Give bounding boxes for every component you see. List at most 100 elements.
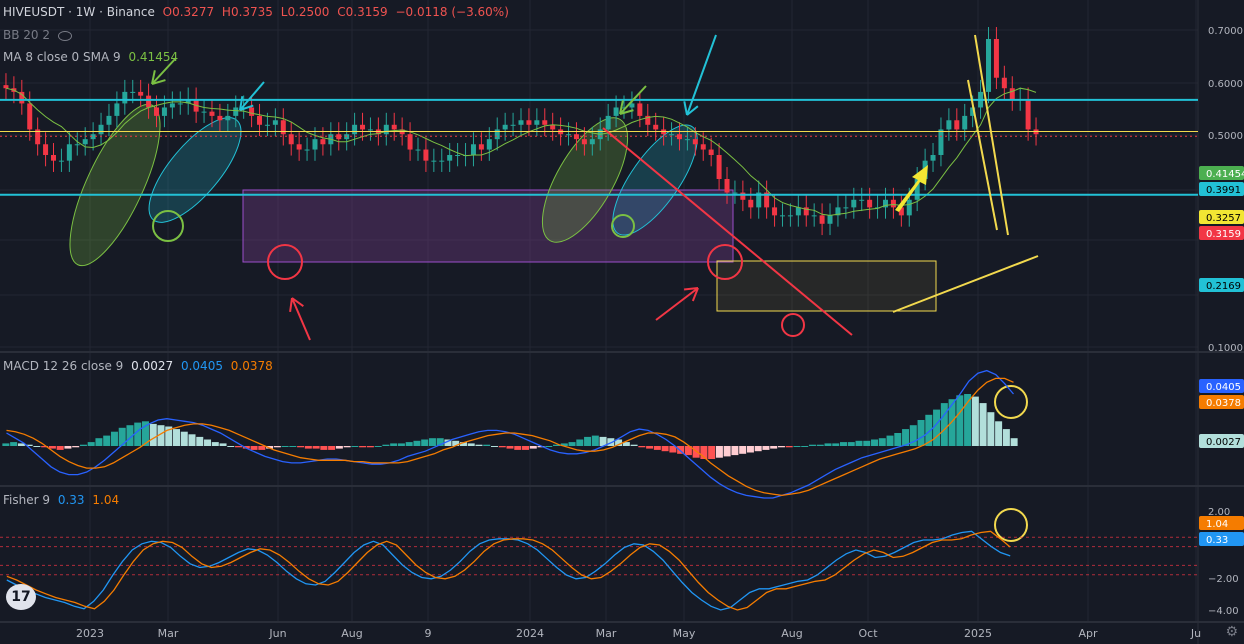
macd-histogram-bar[interactable] [204, 439, 212, 447]
macd-histogram-bar[interactable] [638, 446, 646, 448]
candle-body[interactable] [3, 85, 9, 89]
candle-body[interactable] [835, 207, 841, 216]
highlight-circle[interactable] [611, 214, 635, 238]
candle-body[interactable] [257, 115, 263, 125]
macd-histogram-bar[interactable] [522, 446, 530, 450]
macd-histogram-bar[interactable] [615, 439, 623, 447]
price-badge[interactable] [1199, 166, 1244, 180]
macd-histogram-bar[interactable] [266, 446, 274, 449]
macd-histogram-bar[interactable] [506, 446, 514, 449]
candle-body[interactable] [1009, 88, 1015, 100]
candle-body[interactable] [82, 139, 88, 145]
candle-body[interactable] [58, 160, 64, 162]
macd-histogram-bar[interactable] [196, 436, 204, 446]
candle-body[interactable] [795, 207, 801, 216]
candle-body[interactable] [811, 215, 817, 217]
macd-histogram-bar[interactable] [793, 446, 801, 447]
macd-histogram-bar[interactable] [79, 444, 87, 446]
macd-histogram-bar[interactable] [933, 409, 941, 446]
macd-histogram-bar[interactable] [560, 443, 568, 446]
candle-body[interactable] [740, 192, 746, 200]
trendline-red[interactable] [602, 127, 853, 336]
macd-histogram-bar[interactable] [607, 438, 615, 446]
candle-body[interactable] [225, 115, 231, 121]
macd-histogram-bar[interactable] [971, 396, 979, 446]
candle-body[interactable] [233, 107, 239, 116]
macd-histogram-bar[interactable] [917, 420, 925, 446]
candle-body[interactable] [724, 179, 730, 193]
trendline-yellow-2[interactable] [967, 79, 998, 231]
macd-histogram-bar[interactable] [343, 446, 351, 448]
candle-body[interactable] [169, 103, 175, 108]
candle-body[interactable] [843, 207, 849, 209]
candle-body[interactable] [177, 103, 183, 105]
candle-body[interactable] [581, 139, 587, 145]
macd-histogram-bar[interactable] [157, 425, 165, 446]
macd-histogram-bar[interactable] [459, 442, 467, 446]
macd-histogram-bar[interactable] [467, 443, 475, 446]
candle-body[interactable] [455, 155, 461, 157]
macd-histogram-bar[interactable] [801, 446, 809, 447]
price-badge[interactable] [1199, 434, 1244, 448]
macd-histogram-bar[interactable] [374, 446, 382, 447]
candle-body[interactable] [352, 124, 358, 135]
macd-histogram-bar[interactable] [390, 443, 398, 446]
candle-body[interactable] [827, 215, 833, 224]
macd-histogram-bar[interactable] [832, 443, 840, 446]
candle-body[interactable] [502, 124, 508, 130]
candle-body[interactable] [486, 139, 492, 150]
macd-histogram-bar[interactable] [940, 403, 948, 446]
candle-body[interactable] [494, 129, 500, 140]
candle-body[interactable] [146, 95, 152, 108]
time-axis[interactable]: 2023 Mar Jun Aug 9 2024 Mar May Aug Oct 2025 Apr Ju [76, 627, 1201, 640]
candle-body[interactable] [716, 155, 722, 179]
macd-histogram-bar[interactable] [816, 444, 824, 446]
candle-body[interactable] [280, 120, 286, 135]
macd-histogram-bar[interactable] [141, 421, 149, 446]
highlight-circle[interactable] [152, 210, 184, 242]
highlight-circle[interactable] [781, 313, 805, 337]
macd-histogram-bar[interactable] [576, 439, 584, 447]
candle-body[interactable] [566, 134, 572, 136]
candle-body[interactable] [756, 192, 762, 208]
macd-histogram-bar[interactable] [188, 434, 196, 446]
candle-body[interactable] [122, 91, 128, 104]
candle-body[interactable] [993, 38, 999, 78]
candle-body[interactable] [954, 120, 960, 130]
candle-body[interactable] [439, 160, 445, 162]
macd-histogram-bar[interactable] [708, 446, 716, 459]
candle-body[interactable] [787, 215, 793, 217]
price-badge[interactable] [1199, 182, 1244, 196]
candle-body[interactable] [296, 144, 302, 150]
macd-histogram-bar[interactable] [863, 440, 871, 446]
candle-body[interactable] [35, 129, 41, 145]
candle-body[interactable] [779, 215, 785, 217]
candle-body[interactable] [914, 179, 920, 200]
candle-body[interactable] [621, 107, 627, 109]
candle-body[interactable] [470, 144, 476, 156]
candle-body[interactable] [930, 155, 936, 161]
price-axis[interactable]: 0.7000 0.6000 0.5000 0.1000 2.00 −2.00 −4.00 0.… [1199, 26, 1244, 617]
candle-body[interactable] [676, 134, 682, 140]
symbol-label[interactable]: HIVEUSDT · 1W · Binance [3, 5, 155, 19]
macd-histogram-bar[interactable] [25, 444, 33, 446]
macd-histogram-bar[interactable] [413, 440, 421, 446]
macd-histogram-bar[interactable] [1010, 438, 1018, 446]
macd-histogram-bar[interactable] [211, 442, 219, 446]
candle-body[interactable] [138, 91, 144, 96]
candle-body[interactable] [629, 103, 635, 108]
macd-histogram-bar[interactable] [48, 446, 56, 449]
macd-histogram-bar[interactable] [537, 446, 545, 448]
macd-histogram-bar[interactable] [630, 444, 638, 446]
trendline-yellow-3[interactable] [892, 255, 1039, 313]
macd-histogram-bar[interactable] [902, 429, 910, 446]
tradingview-logo[interactable]: 17 [6, 584, 36, 610]
macd-histogram-bar[interactable] [242, 446, 250, 449]
candle-body[interactable] [906, 199, 912, 216]
gear-icon[interactable]: ⚙ [1225, 624, 1238, 640]
candle-body[interactable] [1001, 77, 1007, 89]
macd-histogram-bar[interactable] [452, 440, 460, 446]
macd-histogram-bar[interactable] [514, 446, 522, 450]
macd-histogram-bar[interactable] [723, 446, 731, 457]
macd-histogram-bar[interactable] [421, 439, 429, 447]
